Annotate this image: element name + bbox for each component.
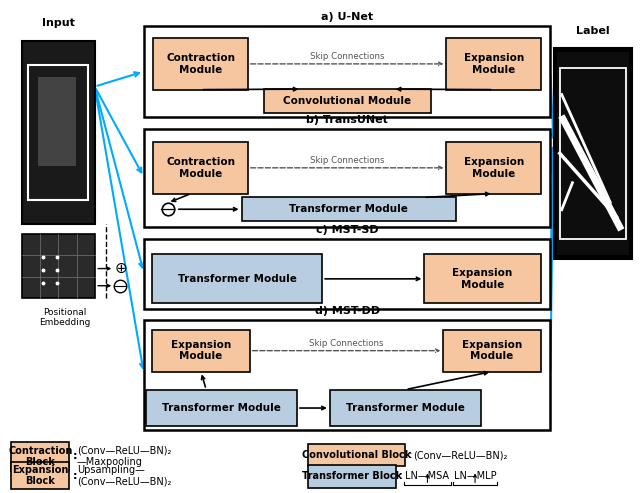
- FancyBboxPatch shape: [557, 52, 629, 255]
- FancyBboxPatch shape: [308, 444, 405, 466]
- Text: :: :: [72, 471, 77, 481]
- FancyBboxPatch shape: [241, 198, 456, 221]
- Text: Convolutional Module: Convolutional Module: [283, 96, 411, 106]
- Text: c) MST-SD: c) MST-SD: [316, 225, 378, 235]
- FancyBboxPatch shape: [12, 462, 69, 489]
- Text: Skip Connections: Skip Connections: [310, 52, 385, 62]
- Text: b) TransUNet: b) TransUNet: [306, 115, 388, 125]
- FancyBboxPatch shape: [446, 142, 541, 194]
- FancyBboxPatch shape: [446, 38, 541, 90]
- Text: Transformer Module: Transformer Module: [162, 403, 281, 413]
- Text: Expansion
Module: Expansion Module: [171, 340, 231, 361]
- FancyBboxPatch shape: [22, 234, 95, 298]
- FancyBboxPatch shape: [308, 464, 396, 488]
- Text: Contraction
Block: Contraction Block: [8, 446, 72, 467]
- Text: Upsampling—
(Conv—ReLU—BN)₂: Upsampling— (Conv—ReLU—BN)₂: [77, 465, 172, 487]
- Text: Contraction
Module: Contraction Module: [166, 53, 235, 75]
- Text: Expansion
Block: Expansion Block: [12, 465, 68, 487]
- Text: Convolutional Block: Convolutional Block: [302, 450, 412, 460]
- Text: Skip Connections: Skip Connections: [309, 339, 384, 348]
- FancyBboxPatch shape: [152, 254, 322, 303]
- FancyBboxPatch shape: [22, 40, 95, 224]
- FancyBboxPatch shape: [146, 389, 297, 426]
- Text: Label: Label: [576, 26, 610, 35]
- Text: Positional
Embedding: Positional Embedding: [39, 308, 91, 327]
- Text: Expansion
Module: Expansion Module: [463, 157, 524, 178]
- FancyBboxPatch shape: [554, 48, 632, 259]
- Text: d) MST-DD: d) MST-DD: [314, 306, 380, 316]
- FancyBboxPatch shape: [12, 442, 69, 471]
- Text: LN—MSA: LN—MSA: [406, 471, 449, 481]
- FancyBboxPatch shape: [424, 254, 541, 303]
- Text: Contraction
Module: Contraction Module: [166, 157, 235, 178]
- FancyBboxPatch shape: [144, 320, 550, 430]
- FancyBboxPatch shape: [144, 239, 550, 309]
- Text: (Conv—ReLU—BN)₂
—Maxpooling: (Conv—ReLU—BN)₂ —Maxpooling: [77, 446, 172, 467]
- FancyBboxPatch shape: [38, 77, 76, 166]
- Text: Transformer Module: Transformer Module: [346, 403, 465, 413]
- Text: Transformer Module: Transformer Module: [178, 274, 296, 284]
- Text: LN—MLP: LN—MLP: [454, 471, 497, 481]
- FancyBboxPatch shape: [152, 330, 250, 372]
- FancyBboxPatch shape: [264, 89, 431, 113]
- Text: :: :: [408, 450, 412, 460]
- FancyBboxPatch shape: [144, 26, 550, 116]
- FancyBboxPatch shape: [144, 129, 550, 227]
- Text: a) U-Net: a) U-Net: [321, 12, 373, 22]
- FancyBboxPatch shape: [444, 330, 541, 372]
- Text: Expansion
Module: Expansion Module: [463, 53, 524, 75]
- Text: Skip Connections: Skip Connections: [310, 156, 385, 165]
- Text: Expansion
Module: Expansion Module: [452, 268, 513, 290]
- Text: Expansion
Module: Expansion Module: [462, 340, 522, 361]
- FancyBboxPatch shape: [153, 38, 248, 90]
- Text: :: :: [399, 471, 403, 481]
- Text: $\oplus$: $\oplus$: [114, 261, 127, 276]
- FancyBboxPatch shape: [153, 142, 248, 194]
- Text: (Conv—ReLU—BN)₂: (Conv—ReLU—BN)₂: [413, 450, 508, 460]
- Text: Transformer Block: Transformer Block: [301, 471, 402, 481]
- Text: Transformer Module: Transformer Module: [289, 204, 408, 214]
- Text: :: :: [72, 451, 77, 461]
- FancyBboxPatch shape: [330, 389, 481, 426]
- Text: Input: Input: [42, 18, 75, 29]
